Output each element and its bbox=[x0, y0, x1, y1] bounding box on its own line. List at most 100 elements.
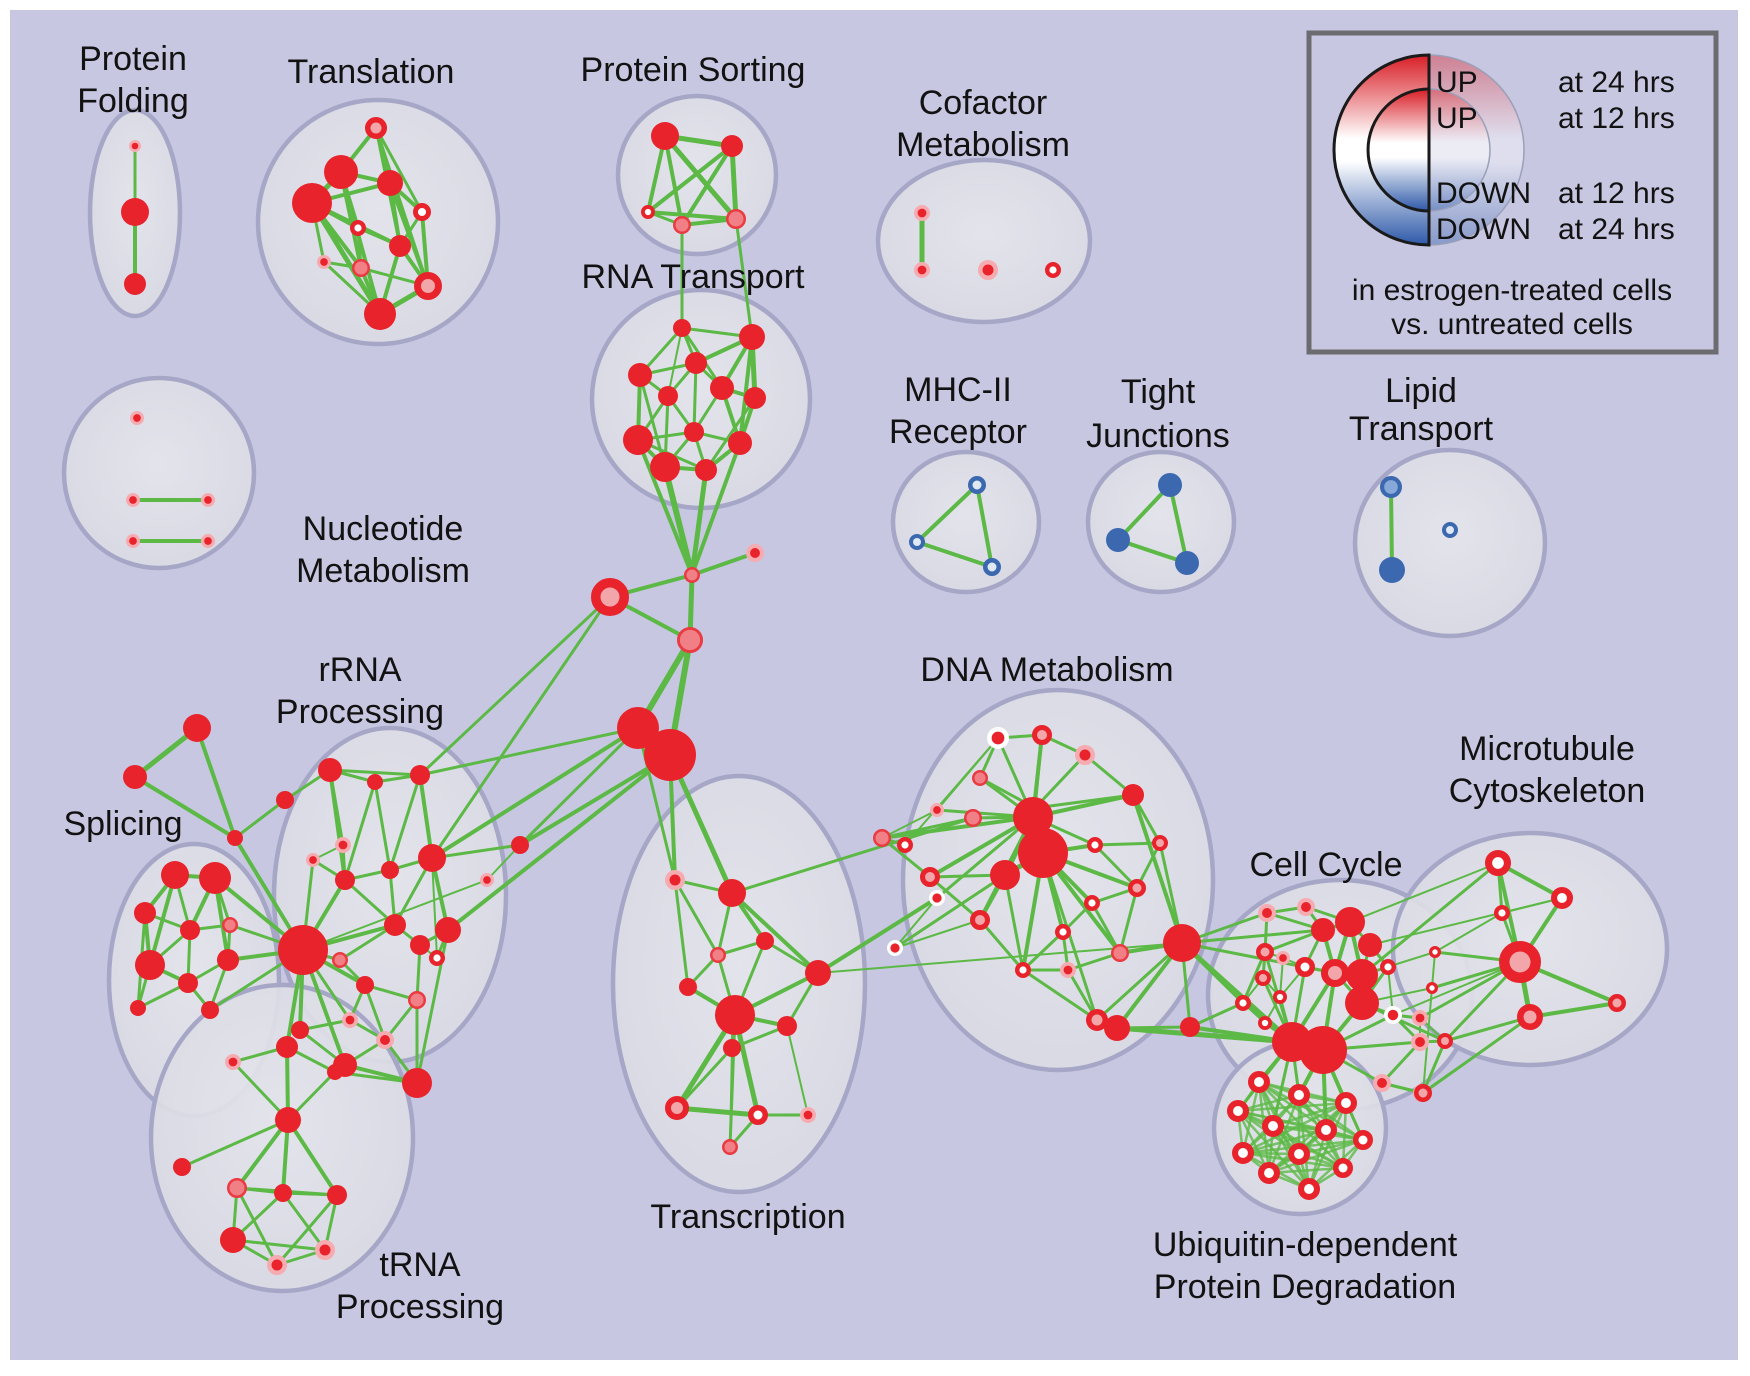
node-pr bbox=[315, 1240, 335, 1260]
node-r bbox=[124, 273, 146, 295]
edge bbox=[1389, 485, 1394, 572]
cluster-label-ubiquitin-degradation: Ubiquitin-dependent bbox=[1153, 1226, 1458, 1264]
edge bbox=[663, 134, 684, 227]
node-rw bbox=[1258, 1015, 1273, 1030]
edge bbox=[1118, 886, 1139, 955]
node-r bbox=[178, 973, 198, 993]
node-p bbox=[972, 770, 988, 786]
node-r bbox=[1345, 986, 1379, 1020]
node-pw bbox=[928, 889, 945, 906]
node-pr bbox=[913, 261, 930, 278]
node-pr bbox=[341, 1011, 358, 1028]
node-rp bbox=[1152, 835, 1168, 851]
cluster-label-trna-processing: Processing bbox=[336, 1288, 504, 1326]
node-r bbox=[275, 1107, 301, 1133]
node-rw bbox=[1273, 989, 1288, 1004]
edge bbox=[662, 464, 695, 578]
node-pr bbox=[746, 544, 765, 563]
edge bbox=[1241, 1128, 1328, 1155]
node-rp bbox=[1256, 943, 1274, 961]
node-rp bbox=[1255, 970, 1271, 986]
node-p bbox=[332, 952, 348, 968]
edge bbox=[1041, 851, 1099, 1022]
node-rw bbox=[1015, 962, 1032, 979]
node-r bbox=[201, 1001, 219, 1019]
cluster-label-ubiquitin-degradation: Protein Degradation bbox=[1154, 1268, 1456, 1306]
node-r bbox=[658, 386, 678, 406]
edge bbox=[928, 875, 982, 922]
node-pr bbox=[125, 493, 140, 508]
cluster-label-nucleotide-metabolism: Metabolism bbox=[296, 552, 470, 590]
node-r bbox=[685, 352, 707, 374]
node-rw bbox=[1429, 946, 1442, 959]
edge bbox=[729, 143, 739, 222]
node-r bbox=[684, 422, 704, 442]
legend-caption: in estrogen-treated cells bbox=[1352, 274, 1672, 307]
node-r bbox=[377, 170, 403, 196]
node-rw bbox=[1227, 1100, 1250, 1123]
edge bbox=[431, 857, 438, 959]
node-r bbox=[1018, 828, 1068, 878]
cluster-label-rrna-processing: Processing bbox=[276, 693, 444, 731]
node-r bbox=[135, 950, 165, 980]
node-p bbox=[352, 259, 370, 277]
node-pr bbox=[125, 534, 140, 549]
cluster-label-splicing: Splicing bbox=[63, 805, 182, 843]
node-p bbox=[222, 917, 238, 933]
node-rw bbox=[1086, 837, 1103, 854]
node-r bbox=[291, 1021, 309, 1039]
edge bbox=[1267, 1166, 1345, 1175]
cluster-ellipse-tight-junctions bbox=[1085, 449, 1237, 595]
node-pr bbox=[225, 1054, 242, 1071]
node-r bbox=[327, 1064, 343, 1080]
node-rp bbox=[920, 867, 940, 887]
node-rw bbox=[1288, 1084, 1311, 1107]
edge bbox=[662, 133, 739, 222]
edge bbox=[1421, 1015, 1532, 1095]
node-rw bbox=[897, 837, 914, 854]
node-p bbox=[726, 209, 746, 229]
node-rw bbox=[640, 205, 655, 220]
edge bbox=[388, 773, 422, 872]
node-pr bbox=[799, 1107, 816, 1124]
cluster-label-trna-processing: tRNA bbox=[379, 1246, 461, 1284]
edge bbox=[646, 210, 738, 221]
cluster-ellipse-transcription bbox=[610, 773, 868, 1195]
edge bbox=[195, 726, 237, 840]
node-pr bbox=[267, 1255, 287, 1275]
node-r bbox=[805, 960, 831, 986]
node-rw bbox=[1493, 905, 1510, 922]
edge bbox=[275, 1193, 339, 1267]
edge bbox=[1267, 1138, 1365, 1175]
cluster-label-microtubule-cytoskeleton: Cytoskeleton bbox=[1449, 772, 1646, 810]
node-r bbox=[650, 452, 680, 482]
node-r bbox=[227, 830, 243, 846]
node-rw bbox=[1484, 850, 1511, 877]
edge bbox=[1349, 862, 1499, 923]
node-r bbox=[134, 902, 156, 924]
node-r bbox=[777, 1016, 797, 1036]
edge bbox=[1116, 483, 1172, 542]
node-rw bbox=[1234, 995, 1251, 1012]
edge bbox=[880, 815, 1035, 840]
legend-direction-label: UP bbox=[1436, 102, 1478, 135]
node-pr bbox=[978, 260, 998, 280]
node-pr bbox=[1412, 1009, 1429, 1026]
cluster-label-protein-folding: Folding bbox=[77, 82, 189, 120]
node-pw bbox=[986, 726, 1009, 749]
node-r bbox=[435, 917, 461, 943]
node-pr bbox=[375, 1031, 394, 1050]
edge bbox=[1434, 912, 1503, 953]
node-rp bbox=[1414, 1084, 1432, 1102]
cluster-label-translation: Translation bbox=[288, 53, 455, 91]
node-b bbox=[1175, 551, 1199, 575]
node-r bbox=[183, 714, 211, 742]
node-r bbox=[327, 1185, 347, 1205]
node-rp bbox=[1032, 725, 1052, 745]
edge bbox=[730, 891, 820, 975]
node-rw bbox=[748, 1105, 768, 1125]
node-rp bbox=[1499, 941, 1541, 983]
edge bbox=[690, 441, 742, 577]
node-r bbox=[276, 1036, 298, 1058]
